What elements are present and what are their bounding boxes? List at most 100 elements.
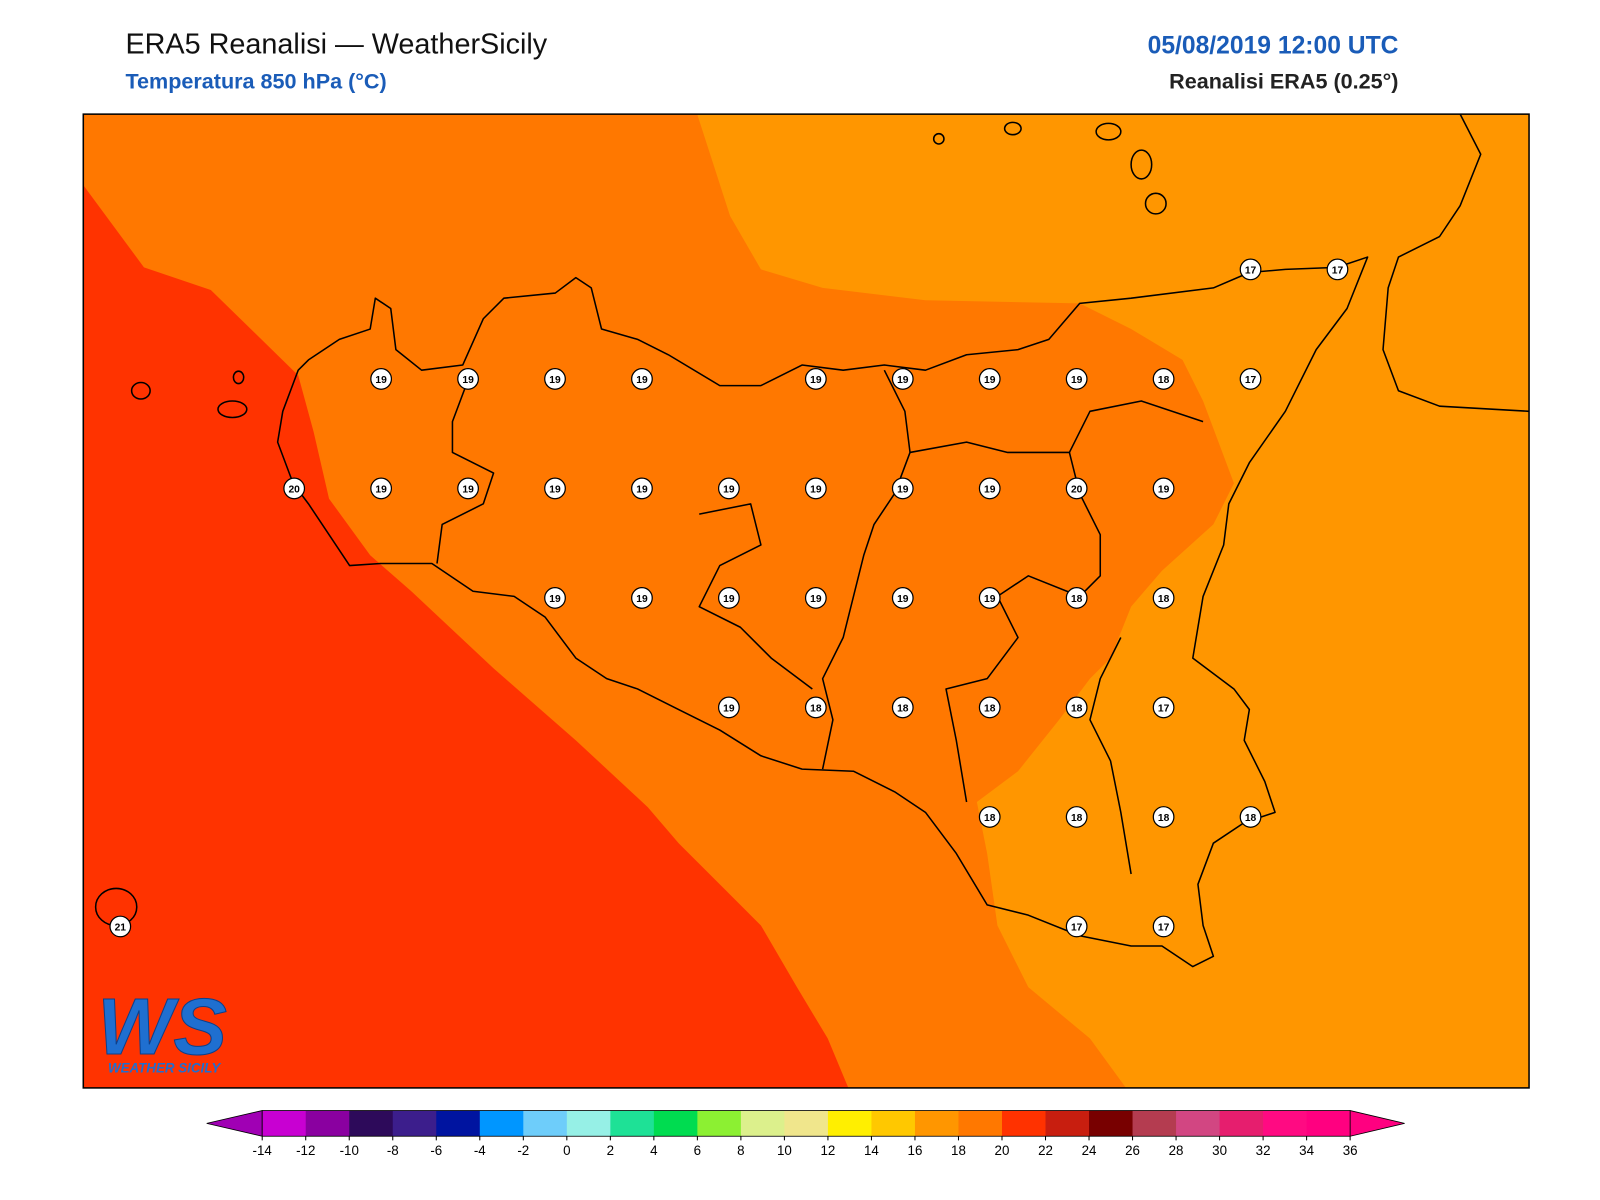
colorbar-tick-label: -4 [474, 1143, 486, 1158]
station-value: 19 [549, 375, 561, 386]
colorbar-tick-label: -10 [340, 1143, 359, 1158]
station-value: 20 [288, 485, 300, 496]
colorbar-segment [1001, 1110, 1047, 1137]
station: 19 [457, 368, 479, 390]
station: 18 [891, 696, 914, 719]
station-marker [1326, 258, 1349, 281]
station: 18 [1152, 587, 1175, 609]
station-marker [631, 587, 653, 609]
station-marker [978, 368, 1001, 390]
station-value: 19 [636, 485, 648, 496]
station-value: 19 [897, 375, 909, 386]
colorbar-tick-label: 2 [607, 1143, 614, 1158]
model: Reanalisi ERA5 (0.25°) [1169, 68, 1398, 93]
station: 20 [1065, 477, 1088, 500]
colorbar-segment [1263, 1110, 1308, 1137]
colorbar-segment [784, 1110, 829, 1137]
island [1003, 121, 1022, 136]
colorbar-tick-label: 0 [563, 1143, 570, 1158]
station-value: 18 [1158, 594, 1170, 605]
colorbar-segment [523, 1110, 568, 1137]
station: 19 [370, 477, 393, 500]
station: 19 [544, 587, 566, 609]
subtitle: Temperatura 850 hPa (°C) [125, 68, 386, 93]
station-marker [631, 477, 653, 500]
station-marker [1239, 806, 1262, 828]
station-value: 19 [897, 594, 909, 605]
station: 19 [891, 587, 914, 609]
colorbar-segment [1089, 1110, 1134, 1137]
field-16-18 [697, 114, 1530, 1088]
station-marker [1152, 368, 1175, 390]
station: 19 [717, 477, 740, 500]
colorbar-tick-label: 4 [650, 1143, 658, 1158]
station-value: 18 [1071, 813, 1083, 824]
station-value: 19 [897, 485, 909, 496]
colorbar-segment [392, 1110, 437, 1137]
station-marker [1239, 258, 1262, 281]
station-value: 19 [723, 704, 735, 715]
province-border [945, 452, 1102, 803]
colorbar-tick-label: -2 [517, 1143, 529, 1158]
station-marker [283, 477, 306, 500]
colorbar-tick-label: 34 [1299, 1143, 1314, 1158]
station-value: 19 [984, 375, 996, 386]
station-marker [978, 806, 1001, 828]
station: 19 [978, 368, 1001, 390]
colorbar-tick-label: 12 [820, 1143, 835, 1158]
colorbar-segment [1132, 1110, 1177, 1137]
station-value: 19 [462, 375, 474, 386]
station-value: 19 [375, 375, 387, 386]
map-frame [82, 113, 1530, 1089]
colorbar-tick-label: -12 [296, 1143, 315, 1158]
station-value: 19 [636, 594, 648, 605]
sicily-coastline [276, 256, 1369, 968]
title: ERA5 Reanalisi — WeatherSicily [125, 28, 547, 60]
colorbar-tick-label: 30 [1212, 1143, 1227, 1158]
station-value: 19 [723, 485, 735, 496]
colorbar-segment [262, 1110, 307, 1137]
station-value: 19 [984, 594, 996, 605]
station-marker [891, 587, 914, 609]
colorbar-extend-min [206, 1110, 263, 1137]
province-border [1089, 637, 1132, 875]
station-marker [1065, 915, 1088, 938]
station: 19 [1065, 368, 1088, 390]
station-value: 17 [1245, 266, 1257, 277]
station-marker [370, 368, 393, 390]
station-value: 17 [1245, 375, 1257, 386]
colorbar-segment [1219, 1110, 1264, 1137]
station-value: 18 [984, 813, 996, 824]
province-border [698, 503, 813, 690]
station-marker [978, 477, 1001, 500]
colorbar-segment [436, 1110, 481, 1137]
station-marker [1065, 477, 1088, 500]
station: 19 [1152, 477, 1175, 500]
station-marker [370, 477, 393, 500]
station-marker [804, 587, 827, 609]
station-value: 18 [810, 704, 822, 715]
station: 19 [544, 477, 566, 500]
station-marker [1152, 696, 1175, 719]
island [932, 132, 945, 145]
station: 18 [1152, 368, 1175, 390]
colorbar-segment [1306, 1110, 1351, 1137]
station-value: 20 [1071, 485, 1083, 496]
colorbar-tick-label: -6 [430, 1143, 442, 1158]
colorbar-segment [1176, 1110, 1221, 1137]
colorbar-tick-label: 20 [995, 1143, 1010, 1158]
station-value: 21 [115, 923, 127, 934]
station: 18 [804, 696, 827, 719]
colorbar-tick-label: 14 [864, 1143, 879, 1158]
colorbar-segment [653, 1110, 698, 1137]
station-marker [717, 587, 740, 609]
station: 19 [631, 587, 653, 609]
station-marker [978, 587, 1001, 609]
station-marker [891, 696, 914, 719]
station-value: 19 [462, 485, 474, 496]
station-marker [891, 477, 914, 500]
station-value: 17 [1071, 923, 1083, 934]
station-value: 19 [375, 485, 387, 496]
station: 19 [457, 477, 479, 500]
